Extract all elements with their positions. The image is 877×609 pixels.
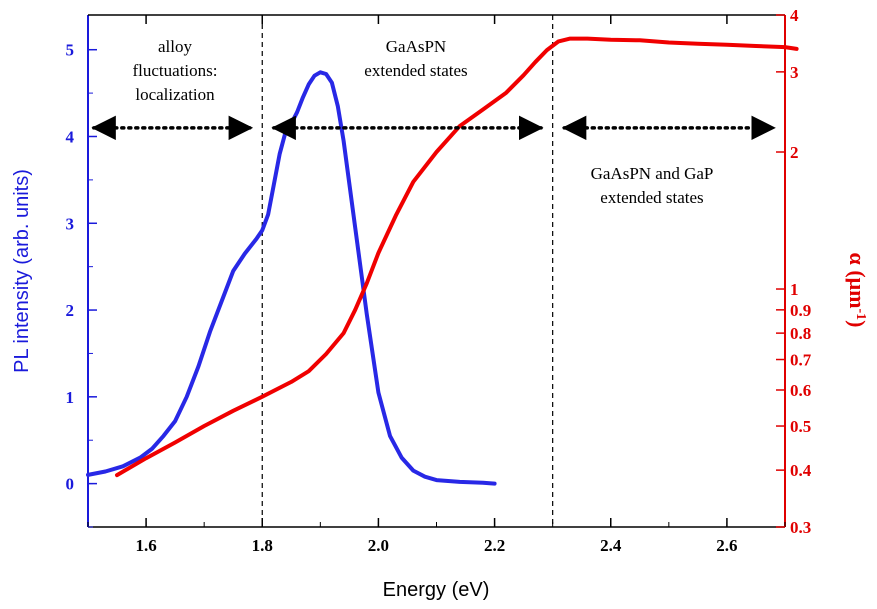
annotation-2-line-1: extended states xyxy=(600,188,703,207)
left-tick-label-0: 0 xyxy=(66,475,75,494)
absorption-line xyxy=(115,36,799,478)
annotation-2-line-0: GaAsPN and GaP xyxy=(591,164,714,183)
left-tick-label-3: 3 xyxy=(66,214,75,233)
annotation-0: alloy fluctuations: localization xyxy=(133,37,218,104)
divider-lines xyxy=(261,15,554,527)
pl-intensity-line xyxy=(86,70,497,486)
left-axis-title: PL intensity (arb. units) xyxy=(11,169,33,373)
annotation-0-line-2: localization xyxy=(135,85,215,104)
right-tick-label-4: 0.7 xyxy=(790,351,812,370)
left-tick-label-1: 1 xyxy=(66,388,75,407)
x-axis-title: Energy (eV) xyxy=(383,579,490,601)
annotation-0-line-1: fluctuations: xyxy=(133,61,218,80)
right-axis-title: α (μm-1) xyxy=(845,253,870,328)
right-tick-label-3: 0.6 xyxy=(790,381,811,400)
right-axis-title-end: ) xyxy=(845,320,870,327)
right-axis-title-sup: -1 xyxy=(854,308,869,320)
annotation-1-line-1: extended states xyxy=(364,61,467,80)
x-tick-label-3: 2.2 xyxy=(484,536,505,555)
left-tick-label-5: 5 xyxy=(66,41,75,60)
right-tick-label-10: 4 xyxy=(790,6,799,25)
right-tick-label-0: 0.3 xyxy=(790,518,811,537)
annotation-0-line-0: alloy xyxy=(158,37,192,56)
series xyxy=(86,36,799,486)
x-tick-label-4: 2.4 xyxy=(600,536,622,555)
x-tick-label-2: 2.0 xyxy=(368,536,389,555)
left-tick-label-2: 2 xyxy=(66,301,75,320)
x-tick-label-0: 1.6 xyxy=(135,536,156,555)
annotations: alloy fluctuations: localization GaAsPN exte… xyxy=(133,37,714,207)
right-tick-label-8: 2 xyxy=(790,143,799,162)
left-ticks: 0 1 2 3 4 5 xyxy=(66,41,97,528)
right-ticks: 0.3 0.4 0.5 0.6 0.7 0.8 0.9 1 2 3 4 xyxy=(776,6,812,537)
left-tick-label-4: 4 xyxy=(66,127,75,146)
right-tick-label-2: 0.5 xyxy=(790,417,811,436)
annotation-1-line-0: GaAsPN xyxy=(386,37,446,56)
x-tick-label-5: 2.6 xyxy=(716,536,737,555)
right-tick-label-7: 1 xyxy=(790,280,799,299)
x-ticks: 1.6 1.8 2.0 2.2 2.4 2.6 xyxy=(87,15,786,555)
right-tick-label-6: 0.9 xyxy=(790,301,811,320)
annotation-1: GaAsPN extended states xyxy=(364,37,467,80)
right-tick-label-5: 0.8 xyxy=(790,324,811,343)
right-tick-label-9: 3 xyxy=(790,63,799,82)
annotation-2: GaAsPN and GaP extended states xyxy=(591,164,714,207)
right-axis-title-main: α (μm xyxy=(845,253,870,309)
right-tick-label-1: 0.4 xyxy=(790,461,812,480)
x-tick-label-1: 1.8 xyxy=(252,536,273,555)
